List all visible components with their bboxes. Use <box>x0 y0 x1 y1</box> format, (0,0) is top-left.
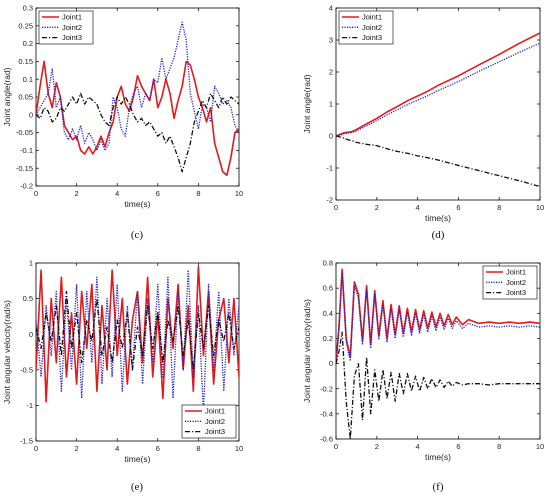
x-tick-label: 2 <box>75 189 79 198</box>
y-tick-label: 0 <box>29 110 33 119</box>
x-tick-label: 4 <box>416 203 420 212</box>
y-tick-label: 0 <box>29 330 33 339</box>
y-tick-label: 0.05 <box>18 93 33 102</box>
legend-entry: Joint2 <box>62 23 82 32</box>
panel-caption: (d) <box>432 229 445 241</box>
chart-c: 0 2 4 6 8 10 -0.2 -0.15 -0.1 -0.05 0 0.05 0.1 0.15 0.2… <box>2 4 243 241</box>
y-axis-label: Joint angle(rad) <box>302 74 312 133</box>
x-tick-label: 8 <box>196 444 200 453</box>
series-line-joint3 <box>36 92 239 173</box>
y-tick-label: -0.05 <box>16 128 33 137</box>
legend-entry: Joint3 <box>362 33 382 42</box>
y-tick-label: 3 <box>329 36 333 45</box>
legend-entry: Joint2 <box>205 417 225 426</box>
x-tick-label: 2 <box>375 203 379 212</box>
y-tick-label: 1 <box>29 259 33 268</box>
y-tick-label: -1 <box>26 401 33 410</box>
y-tick-label: 1 <box>329 100 333 109</box>
y-tick-label: -0.6 <box>320 435 333 444</box>
y-tick-label: 0.6 <box>323 284 333 293</box>
y-tick-label: -2 <box>326 196 333 205</box>
x-tick-label: 10 <box>536 203 544 212</box>
y-tick-label: 0.2 <box>323 334 333 343</box>
y-tick-label: -0.4 <box>320 409 333 418</box>
y-tick-label: -0.1 <box>20 146 33 155</box>
x-tick-label: 8 <box>497 442 501 451</box>
y-tick-label: -0.5 <box>20 365 33 374</box>
y-tick-label: 2 <box>329 68 333 77</box>
x-tick-label: 10 <box>536 442 544 451</box>
x-tick-label: 0 <box>34 444 38 453</box>
x-tick-label: 0 <box>34 189 38 198</box>
x-axis-label: time(s) <box>125 199 151 209</box>
chart-d: 0 2 4 6 8 10 -2 -1 0 1 2 3 4 time(s) Joint angle(rad) J… <box>302 4 544 241</box>
y-tick-label: 0.1 <box>23 75 33 84</box>
series-line-joint1 <box>36 60 239 177</box>
legend-entry: Joint2 <box>506 278 526 287</box>
x-tick-label: 4 <box>115 189 119 198</box>
series-line-joint1 <box>336 32 540 137</box>
x-tick-label: 2 <box>75 444 79 453</box>
legend-entry: Joint2 <box>362 23 382 32</box>
x-tick-label: 6 <box>156 444 160 453</box>
x-axis-label: time(s) <box>425 452 451 462</box>
x-tick-label: 2 <box>375 442 379 451</box>
panel-caption: (f) <box>433 481 444 493</box>
y-tick-label: -1 <box>326 164 333 173</box>
x-tick-label: 10 <box>235 189 243 198</box>
x-tick-label: 4 <box>115 444 119 453</box>
x-axis-label: time(s) <box>125 454 151 464</box>
y-tick-label: 0 <box>329 132 333 141</box>
y-tick-label: 0 <box>329 359 333 368</box>
x-axis-label: time(s) <box>425 213 451 223</box>
y-tick-label: 0.25 <box>18 21 33 30</box>
y-axis-label: Joint angle(rad) <box>2 67 12 126</box>
series-line-joint3 <box>336 135 540 188</box>
y-tick-label: 0.2 <box>23 39 33 48</box>
series-line-joint2 <box>336 42 540 137</box>
x-tick-label: 0 <box>334 203 338 212</box>
y-axis-label: Joint angular velocity(rad/s) <box>2 300 12 404</box>
x-tick-label: 6 <box>456 203 460 212</box>
y-tick-label: 0.5 <box>23 294 33 303</box>
legend-entry: Joint1 <box>506 268 526 277</box>
legend-entry: Joint1 <box>205 407 225 416</box>
panel-caption: (c) <box>131 229 144 241</box>
legend-entry: Joint1 <box>62 13 82 22</box>
y-tick-label: 0.15 <box>18 57 33 66</box>
series-line-joint2 <box>36 269 239 414</box>
legend-entry: Joint1 <box>362 13 382 22</box>
legend-entry: Joint3 <box>205 427 225 436</box>
y-tick-label: -0.15 <box>16 164 33 173</box>
y-tick-label: 0.8 <box>323 259 333 268</box>
y-tick-label: -0.2 <box>320 384 333 393</box>
y-tick-label: -1.5 <box>20 437 33 446</box>
x-tick-label: 6 <box>456 442 460 451</box>
chart-e: 0 2 4 6 8 10 -1.5 -1 -0.5 0 0.5 1 time(s) Joint angul… <box>2 259 243 493</box>
chart-f: 0 2 4 6 8 10 -0.6 -0.4 -0.2 0 0.2 0.4 0.6 0.8 time(s) J… <box>302 259 544 493</box>
y-tick-label: -0.2 <box>20 182 33 191</box>
x-tick-label: 8 <box>497 203 501 212</box>
y-tick-label: 0.3 <box>23 4 33 13</box>
series-line-joint2 <box>336 272 540 364</box>
x-tick-label: 0 <box>334 442 338 451</box>
y-tick-label: 4 <box>329 4 333 13</box>
series-line-joint3 <box>36 290 239 371</box>
panel-caption: (e) <box>131 481 144 493</box>
legend-entry: Joint3 <box>62 33 82 42</box>
y-axis-label: Joint angular velocity(rad/s) <box>302 299 312 403</box>
x-tick-label: 10 <box>235 444 243 453</box>
x-tick-label: 6 <box>156 189 160 198</box>
x-tick-label: 4 <box>416 442 420 451</box>
y-tick-label: 0.4 <box>323 309 333 318</box>
legend-entry: Joint3 <box>506 288 526 297</box>
legend-box <box>338 10 394 45</box>
x-tick-label: 8 <box>196 189 200 198</box>
